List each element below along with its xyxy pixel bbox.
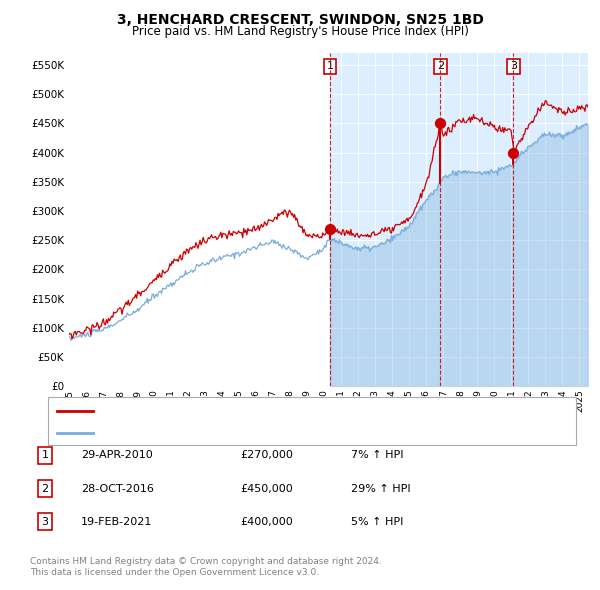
Text: £400,000: £400,000 [240,517,293,526]
Text: 7% ↑ HPI: 7% ↑ HPI [351,451,404,460]
Text: 2: 2 [41,484,49,493]
Point [325,224,335,233]
Point [509,148,518,158]
Text: 5% ↑ HPI: 5% ↑ HPI [351,517,403,526]
Text: 29% ↑ HPI: 29% ↑ HPI [351,484,410,493]
Text: 2: 2 [437,61,444,71]
Text: 1: 1 [326,61,334,71]
Text: Price paid vs. HM Land Registry's House Price Index (HPI): Price paid vs. HM Land Registry's House … [131,25,469,38]
Text: Contains HM Land Registry data © Crown copyright and database right 2024.: Contains HM Land Registry data © Crown c… [30,558,382,566]
Text: This data is licensed under the Open Government Licence v3.0.: This data is licensed under the Open Gov… [30,568,319,577]
Bar [330,53,588,386]
Text: £450,000: £450,000 [240,484,293,493]
Text: 29-APR-2010: 29-APR-2010 [81,451,153,460]
Text: HPI: Average price, detached house, Swindon: HPI: Average price, detached house, Swin… [99,428,336,438]
Text: 3: 3 [510,61,517,71]
Text: 3, HENCHARD CRESCENT, SWINDON, SN25 1BD (detached house): 3, HENCHARD CRESCENT, SWINDON, SN25 1BD … [99,405,443,415]
Point [436,119,445,128]
Text: 3: 3 [41,517,49,526]
Text: 19-FEB-2021: 19-FEB-2021 [81,517,152,526]
Text: 3, HENCHARD CRESCENT, SWINDON, SN25 1BD: 3, HENCHARD CRESCENT, SWINDON, SN25 1BD [116,13,484,27]
Text: £270,000: £270,000 [240,451,293,460]
Text: 1: 1 [41,451,49,460]
Text: 28-OCT-2016: 28-OCT-2016 [81,484,154,493]
